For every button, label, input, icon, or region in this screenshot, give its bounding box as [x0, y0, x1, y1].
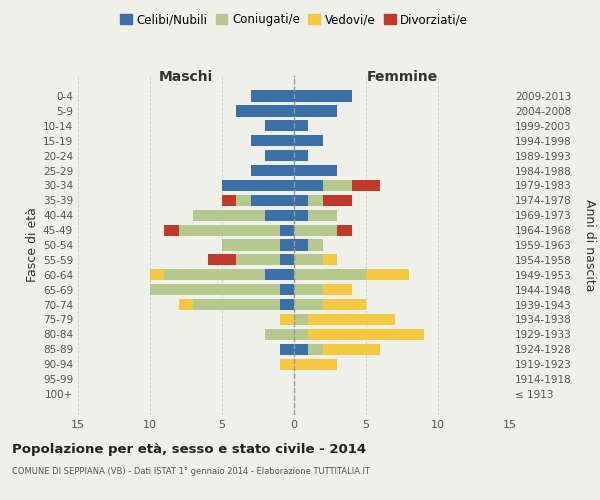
Bar [280, 284, 294, 296]
Bar [251, 165, 294, 176]
Bar [164, 269, 265, 280]
Text: Maschi: Maschi [159, 70, 213, 84]
Bar [164, 224, 179, 235]
Bar [222, 194, 236, 206]
Bar [294, 269, 366, 280]
Bar [366, 269, 409, 280]
Bar [280, 344, 294, 355]
Bar [251, 135, 294, 146]
Bar [280, 299, 294, 310]
Bar [222, 180, 294, 191]
Bar [323, 254, 337, 266]
Bar [294, 150, 308, 161]
Bar [323, 299, 366, 310]
Bar [294, 284, 323, 296]
Bar [323, 344, 380, 355]
Text: COMUNE DI SEPPIANA (VB) - Dati ISTAT 1° gennaio 2014 - Elaborazione TUTTITALIA.I: COMUNE DI SEPPIANA (VB) - Dati ISTAT 1° … [12, 468, 370, 476]
Bar [308, 240, 323, 250]
Bar [294, 254, 323, 266]
Bar [265, 120, 294, 132]
Bar [265, 150, 294, 161]
Y-axis label: Anni di nascita: Anni di nascita [583, 198, 596, 291]
Bar [294, 329, 308, 340]
Bar [193, 210, 265, 221]
Y-axis label: Fasce di età: Fasce di età [26, 208, 39, 282]
Bar [265, 210, 294, 221]
Bar [323, 194, 352, 206]
Bar [294, 90, 352, 102]
Bar [294, 299, 323, 310]
Bar [280, 314, 294, 325]
Bar [251, 90, 294, 102]
Bar [280, 254, 294, 266]
Bar [294, 358, 337, 370]
Bar [294, 224, 337, 235]
Text: Popolazione per età, sesso e stato civile - 2014: Popolazione per età, sesso e stato civil… [12, 442, 366, 456]
Bar [150, 269, 164, 280]
Bar [294, 194, 308, 206]
Bar [337, 224, 352, 235]
Bar [294, 106, 337, 117]
Bar [352, 180, 380, 191]
Bar [308, 194, 323, 206]
Bar [208, 254, 236, 266]
Bar [323, 284, 352, 296]
Bar [193, 299, 280, 310]
Bar [294, 344, 308, 355]
Bar [179, 299, 193, 310]
Bar [150, 284, 280, 296]
Bar [323, 180, 352, 191]
Bar [280, 240, 294, 250]
Bar [179, 224, 280, 235]
Bar [294, 314, 308, 325]
Bar [294, 120, 308, 132]
Bar [265, 269, 294, 280]
Bar [236, 106, 294, 117]
Bar [222, 240, 280, 250]
Bar [308, 314, 395, 325]
Bar [294, 240, 308, 250]
Bar [265, 329, 294, 340]
Bar [294, 135, 323, 146]
Bar [294, 165, 337, 176]
Bar [308, 210, 337, 221]
Bar [308, 344, 323, 355]
Text: Femmine: Femmine [367, 70, 437, 84]
Bar [236, 194, 251, 206]
Bar [294, 210, 308, 221]
Bar [280, 358, 294, 370]
Bar [236, 254, 280, 266]
Bar [294, 180, 323, 191]
Bar [308, 329, 424, 340]
Bar [251, 194, 294, 206]
Legend: Celibi/Nubili, Coniugati/e, Vedovi/e, Divorziati/e: Celibi/Nubili, Coniugati/e, Vedovi/e, Di… [115, 8, 473, 31]
Bar [280, 224, 294, 235]
